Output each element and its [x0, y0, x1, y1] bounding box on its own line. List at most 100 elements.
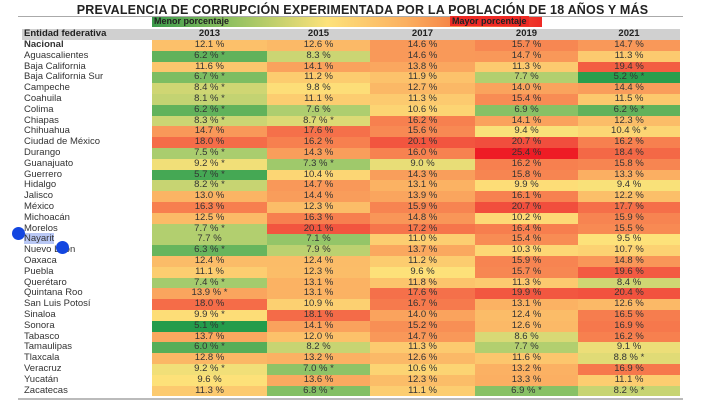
value-cell: 16.4 %: [475, 223, 578, 235]
value-cell: 14.7 %: [152, 126, 267, 138]
value-cell: 11.3 %: [475, 277, 578, 289]
value-cell: 7.3 % *: [267, 158, 370, 170]
value-cell: 10.6 %: [370, 363, 475, 375]
value-cell: 15.8 %: [578, 158, 680, 170]
entity-name: Tlaxcala: [22, 352, 152, 364]
value-cell: 5.7 % *: [152, 169, 267, 181]
value-cell: 16.0 %: [370, 147, 475, 159]
value-cell: 12.6 %: [578, 298, 680, 310]
value-cell: 13.6 %: [267, 374, 370, 386]
value-cell: 12.6 %: [475, 320, 578, 332]
value-cell: 13.7 %: [370, 244, 475, 256]
value-cell: 9.8 %: [267, 82, 370, 94]
value-cell: 16.9 %: [578, 363, 680, 375]
value-cell: 19.6 %: [578, 266, 680, 278]
value-cell: 15.5 %: [578, 223, 680, 235]
value-cell: 16.7 %: [370, 298, 475, 310]
value-cell: 7.7 %: [475, 72, 578, 84]
table-row: Sinaloa 9.9 % * 18.1 % 14.0 % 12.4 % 16.5 %: [22, 309, 680, 321]
value-cell: 8.7 % *: [267, 115, 370, 127]
value-cell: 14.7 %: [370, 331, 475, 343]
selected-text[interactable]: Nayarit: [24, 233, 55, 245]
value-cell: 11.3 %: [370, 342, 475, 354]
value-cell: 11.5 %: [578, 93, 680, 105]
entity-name: Chiapas: [22, 115, 152, 127]
value-cell: 10.4 %: [267, 169, 370, 181]
header-year: 2021: [578, 28, 680, 40]
value-cell: 9.5 %: [578, 234, 680, 246]
entity-name: Nacional: [22, 39, 152, 51]
value-cell: 12.4 %: [267, 255, 370, 267]
table-row: Yucatán 9.6 % 13.6 % 12.3 % 13.3 % 11.1 %: [22, 374, 680, 386]
value-cell: 12.7 %: [370, 82, 475, 94]
table-row: Guanajuato 9.2 % * 7.3 % * 9.0 % 16.2 % 15.8 …: [22, 158, 680, 170]
value-cell: 9.4 %: [475, 126, 578, 138]
entity-name: Baja California: [22, 61, 152, 73]
value-cell: 15.7 %: [475, 266, 578, 278]
header-year: 2015: [267, 28, 370, 40]
value-cell: 13.9 %: [370, 190, 475, 202]
table-row: Veracruz 9.2 % * 7.0 % * 10.6 % 13.2 % 16.9 %: [22, 363, 680, 375]
entity-name: Sinaloa: [22, 309, 152, 321]
value-cell: 11.2 %: [267, 72, 370, 84]
value-cell: 13.2 %: [267, 352, 370, 364]
entity-name: San Luis Potosí: [22, 298, 152, 310]
entity-name: Chihuahua: [22, 126, 152, 138]
value-cell: 8.4 % *: [152, 82, 267, 94]
value-cell: 9.2 % *: [152, 363, 267, 375]
value-cell: 12.2 %: [578, 190, 680, 202]
value-cell: 16.5 %: [578, 309, 680, 321]
color-legend: Menor porcentaje Mayor porcentaje: [152, 16, 542, 27]
value-cell: 13.8 %: [370, 61, 475, 73]
value-cell: 20.7 %: [475, 136, 578, 148]
value-cell: 19.4 %: [578, 61, 680, 73]
value-cell: 14.7 %: [267, 180, 370, 192]
value-cell: 15.9 %: [578, 212, 680, 224]
value-cell: 11.6 %: [152, 61, 267, 73]
entity-name: Guerrero: [22, 169, 152, 181]
entity-name: Aguascalientes: [22, 50, 152, 62]
value-cell: 13.1 %: [370, 180, 475, 192]
value-cell: 7.9 %: [267, 244, 370, 256]
value-cell: 11.3 %: [152, 385, 267, 397]
value-cell: 11.1 %: [370, 385, 475, 397]
table-row: Ciudad de México 18.0 % 16.2 % 20.1 % 20.7 %…: [22, 136, 680, 148]
table-row: Aguascalientes 6.2 % * 8.3 % 14.6 % 14.7 % 11…: [22, 50, 680, 62]
table-row: Baja California Sur 6.7 % * 11.2 % 11.9 % 7.…: [22, 72, 680, 84]
value-cell: 12.4 %: [152, 255, 267, 267]
value-cell: 14.4 %: [267, 190, 370, 202]
header-entity: Entidad federativa: [22, 28, 152, 40]
entity-name: Morelos: [22, 223, 152, 235]
entity-name: Ciudad de México: [22, 136, 152, 148]
selection-handle-start[interactable]: [12, 227, 25, 240]
value-cell: 14.1 %: [267, 320, 370, 332]
table-row: Baja California 11.6 % 14.1 % 13.8 % 11.3 % 1…: [22, 61, 680, 73]
value-cell: 9.6 %: [370, 266, 475, 278]
value-cell: 7.0 % *: [267, 363, 370, 375]
table-row: Chiapas 8.3 % * 8.7 % * 16.2 % 14.1 % 12.3 %: [22, 115, 680, 127]
value-cell: 15.2 %: [370, 320, 475, 332]
value-cell: 8.3 % *: [152, 115, 267, 127]
value-cell: 12.3 %: [267, 201, 370, 213]
value-cell: 16.2 %: [267, 136, 370, 148]
selection-handle-end[interactable]: [56, 241, 69, 254]
value-cell: 20.1 %: [370, 136, 475, 148]
value-cell: 13.3 %: [578, 169, 680, 181]
value-cell: 14.6 %: [370, 39, 475, 51]
legend-high-label: Mayor porcentaje: [450, 16, 529, 26]
value-cell: 13.0 %: [152, 190, 267, 202]
table-row: Zacatecas 11.3 % 6.8 % * 11.1 % 6.9 % * 8.2 %…: [22, 385, 680, 397]
entity-name: Quintana Roo: [22, 288, 152, 300]
table-row: Jalisco 13.0 % 14.4 % 13.9 % 16.1 % 12.2 %: [22, 190, 680, 202]
table-row: Campeche 8.4 % * 9.8 % 12.7 % 14.0 % 14.4 %: [22, 82, 680, 94]
table-row: Tlaxcala 12.8 % 13.2 % 12.6 % 11.6 % 8.8 % *: [22, 352, 680, 364]
entity-name: Tabasco: [22, 331, 152, 343]
value-cell: 9.6 %: [152, 374, 267, 386]
value-cell: 12.3 %: [370, 374, 475, 386]
entity-name: Campeche: [22, 82, 152, 94]
value-cell: 9.4 %: [578, 180, 680, 192]
entity-name: Guanajuato: [22, 158, 152, 170]
entity-name: Oaxaca: [22, 255, 152, 267]
value-cell: 10.3 %: [475, 244, 578, 256]
entity-name: Tamaulipas: [22, 342, 152, 354]
